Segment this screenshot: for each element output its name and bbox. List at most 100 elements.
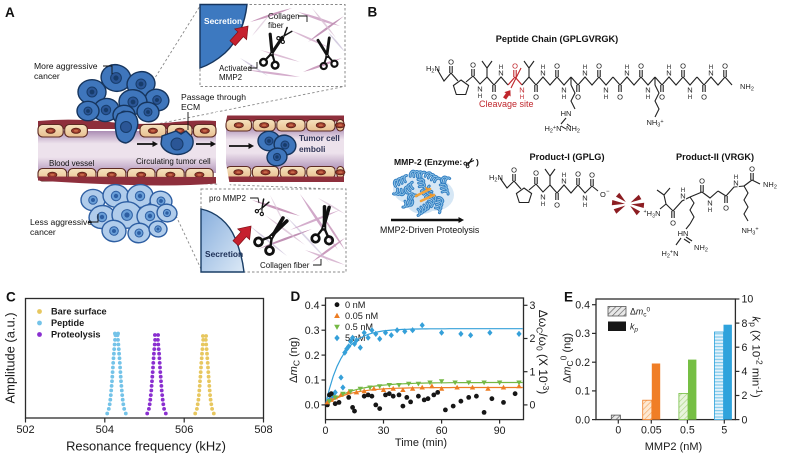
svg-text:0.0: 0.0	[575, 414, 590, 426]
svg-text:More aggressive: More aggressive	[34, 61, 98, 71]
svg-text:HN: HN	[561, 109, 572, 118]
svg-text:N: N	[540, 69, 545, 78]
svg-text:0.05 nM: 0.05 nM	[345, 311, 378, 321]
svg-text:N: N	[707, 199, 712, 208]
svg-text:H: H	[478, 93, 482, 100]
svg-text:30: 30	[378, 425, 390, 437]
svg-text:O: O	[723, 204, 729, 213]
svg-text:Collagen fiber: Collagen fiber	[260, 261, 310, 270]
svg-text:): )	[476, 157, 479, 167]
svg-text:NH2: NH2	[740, 82, 754, 93]
svg-text:O: O	[699, 177, 705, 186]
svg-text:0.1: 0.1	[305, 375, 320, 387]
svg-text:504: 504	[96, 424, 114, 436]
svg-text:N: N	[708, 69, 713, 78]
svg-text:N: N	[498, 69, 503, 78]
svg-text:O: O	[554, 62, 560, 71]
svg-text:H2+N: H2+N	[544, 124, 561, 135]
svg-text:0.1: 0.1	[575, 386, 590, 398]
svg-text:MMP2: MMP2	[219, 73, 243, 82]
svg-text:kp (X 10-2 min-1): kp (X 10-2 min-1)	[748, 316, 765, 397]
svg-text:O: O	[722, 62, 728, 71]
svg-text:2: 2	[530, 333, 536, 345]
svg-text:cancer: cancer	[34, 71, 60, 81]
svg-text:60: 60	[436, 425, 448, 437]
svg-text:N: N	[645, 86, 650, 95]
svg-text:Product-I (GPLG): Product-I (GPLG)	[529, 152, 604, 162]
svg-text:N: N	[733, 179, 738, 188]
svg-text:H: H	[583, 64, 587, 71]
svg-text:Bare surface: Bare surface	[51, 307, 107, 317]
svg-text:Time (min): Time (min)	[395, 437, 447, 449]
svg-text:N: N	[680, 192, 685, 201]
svg-text:0.5: 0.5	[680, 425, 695, 437]
svg-text:O: O	[670, 219, 676, 228]
svg-text:H2N: H2N	[426, 64, 440, 75]
svg-text:NH3+: NH3+	[741, 226, 758, 237]
svg-text:H: H	[562, 172, 566, 179]
svg-text:A: A	[5, 5, 15, 20]
svg-text:Secretion: Secretion	[205, 249, 243, 259]
svg-text:Passage through: Passage through	[181, 92, 246, 102]
svg-text:N: N	[561, 86, 566, 95]
svg-text:0: 0	[742, 414, 748, 426]
svg-text:0: 0	[323, 425, 329, 437]
svg-text:N: N	[624, 69, 629, 78]
svg-text:O: O	[589, 171, 595, 180]
svg-text:Product-II (VRGK): Product-II (VRGK)	[676, 152, 754, 162]
svg-text:D: D	[291, 289, 301, 304]
svg-text:MMP2 (nM): MMP2 (nM)	[645, 441, 702, 453]
svg-text:H: H	[541, 64, 545, 71]
svg-text:0.05: 0.05	[641, 425, 662, 437]
svg-text:O: O	[511, 166, 517, 175]
svg-text:Peptide Chain (GPLGVRGK): Peptide Chain (GPLGVRGK)	[496, 34, 619, 44]
svg-text:N: N	[582, 194, 587, 203]
svg-text:0.0: 0.0	[305, 400, 320, 412]
svg-text:H: H	[708, 207, 712, 214]
svg-text:Secretion: Secretion	[204, 16, 242, 26]
svg-text:H: H	[688, 94, 692, 101]
svg-text:H: H	[646, 94, 650, 101]
svg-text:O: O	[617, 93, 623, 102]
svg-text:H: H	[604, 94, 608, 101]
svg-text:B: B	[368, 5, 378, 20]
svg-text:502: 502	[16, 424, 34, 436]
svg-text:fiber: fiber	[268, 21, 284, 30]
svg-text:O: O	[533, 93, 539, 102]
svg-text:ECM: ECM	[181, 102, 200, 112]
svg-text:kp: kp	[630, 322, 638, 334]
svg-text:O: O	[491, 93, 497, 102]
svg-text:Less aggressive: Less aggressive	[30, 217, 92, 227]
svg-text:N: N	[582, 69, 587, 78]
svg-text:ΔmC0 (ng): ΔmC0 (ng)	[559, 333, 576, 383]
svg-text:Activated: Activated	[219, 64, 252, 73]
svg-text:N: N	[603, 86, 608, 95]
svg-text:10: 10	[742, 294, 754, 306]
svg-text:E: E	[564, 289, 573, 304]
svg-text:0.2: 0.2	[575, 357, 590, 369]
svg-text:Tumor cell: Tumor cell	[299, 134, 340, 143]
svg-text:N: N	[540, 193, 545, 202]
svg-text:Amplitude (a.u.): Amplitude (a.u.)	[3, 313, 18, 404]
svg-text:O: O	[448, 58, 454, 67]
svg-text:Peptide: Peptide	[51, 318, 84, 328]
svg-text:0: 0	[530, 400, 536, 412]
svg-text:O: O	[596, 62, 602, 71]
svg-text:5: 5	[721, 425, 727, 437]
svg-text:HN: HN	[678, 229, 689, 238]
svg-text:3: 3	[530, 300, 536, 312]
svg-text:O: O	[701, 93, 707, 102]
svg-text:H: H	[681, 187, 685, 194]
svg-text:0.4: 0.4	[575, 299, 590, 311]
svg-text:4: 4	[742, 366, 748, 378]
svg-text:90: 90	[494, 425, 506, 437]
svg-text:O: O	[575, 93, 581, 102]
svg-text:O: O	[554, 201, 560, 210]
svg-text:N: N	[687, 86, 692, 95]
svg-text:0.3: 0.3	[305, 325, 320, 337]
svg-text:O: O	[659, 93, 665, 102]
svg-text:O: O	[512, 62, 518, 71]
svg-text:cancer: cancer	[30, 227, 56, 237]
svg-text:H: H	[625, 64, 629, 71]
svg-text:506: 506	[175, 424, 193, 436]
